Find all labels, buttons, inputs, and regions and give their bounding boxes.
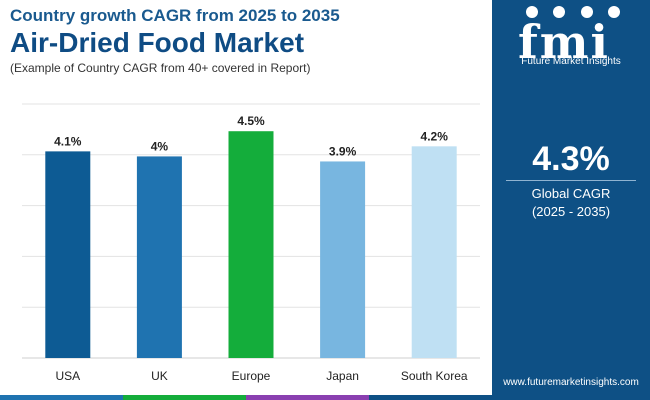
bar-europe <box>228 131 274 358</box>
logo: fmi <box>518 15 610 69</box>
x-tick-label: Japan <box>326 369 359 383</box>
logo-dot-icon <box>553 6 566 18</box>
website-link[interactable]: www.futuremarketinsights.com <box>503 377 639 388</box>
footer-segment <box>369 395 492 400</box>
global-cagr-period: (2025 - 2035) <box>531 204 611 219</box>
data-label: 4.2% <box>421 129 449 143</box>
bar-uk <box>136 156 182 358</box>
logo-dot-icon <box>580 6 593 18</box>
chart-header: Country growth CAGR from 2025 to 2035 Ai… <box>10 6 340 76</box>
footer-color-bar <box>0 395 492 400</box>
summary-panel: fmi Future Market Insights 4.3% Global C… <box>492 0 650 400</box>
footer-segment <box>0 395 123 400</box>
bar-south-korea <box>411 146 457 358</box>
x-tick-label: USA <box>55 369 80 383</box>
footer-segment <box>246 395 369 400</box>
chart-note: (Example of Country CAGR from 40+ covere… <box>10 61 311 75</box>
chart-title: Air-Dried Food Market <box>10 27 305 58</box>
divider <box>506 180 636 181</box>
bar-usa <box>45 151 91 358</box>
logo-dot-icon <box>608 6 621 18</box>
global-cagr-label: Global CAGR <box>531 186 611 201</box>
footer-segment <box>123 395 246 400</box>
bar-chart: 4.1% USA 4% UK 4.5% Europe 3.9% Japan 4.2% South … <box>22 103 480 383</box>
x-tick-label: South Korea <box>401 369 468 383</box>
data-label: 4.1% <box>54 134 82 148</box>
x-tick-label: Europe <box>232 369 271 383</box>
logo-icons <box>518 6 628 18</box>
x-tick-label: UK <box>151 369 168 383</box>
data-label: 3.9% <box>329 144 357 158</box>
bar-japan <box>320 161 366 358</box>
chart-subtitle: Country growth CAGR from 2025 to 2035 <box>10 6 340 25</box>
logo-dot-icon <box>525 6 538 18</box>
global-cagr-value: 4.3% <box>532 140 610 178</box>
data-label: 4% <box>151 139 169 153</box>
data-label: 4.5% <box>237 114 265 128</box>
brand-name: Future Market Insights <box>521 56 621 67</box>
